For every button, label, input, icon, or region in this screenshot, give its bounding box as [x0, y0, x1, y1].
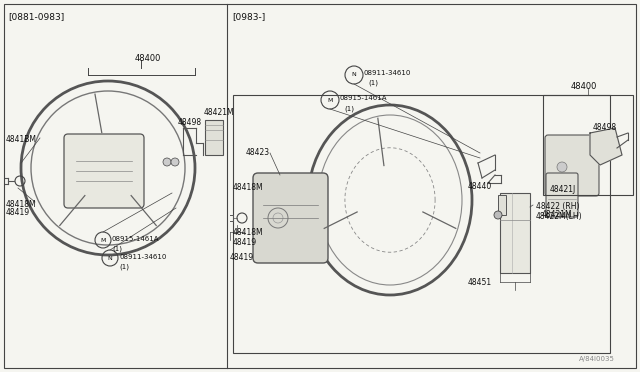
Text: 48440: 48440: [468, 182, 492, 191]
Text: A/84i0035: A/84i0035: [579, 356, 615, 362]
Text: N: N: [108, 256, 113, 260]
Text: 48423: 48423: [246, 148, 270, 157]
Text: 48421J: 48421J: [550, 185, 576, 194]
Text: 48422 (RH): 48422 (RH): [536, 202, 579, 211]
Text: (1): (1): [112, 245, 122, 251]
Text: 48421M: 48421M: [204, 108, 235, 117]
Bar: [543, 95, 633, 195]
Text: 48419: 48419: [233, 238, 257, 247]
Bar: [500, 193, 530, 273]
Text: 48418M: 48418M: [233, 183, 264, 192]
FancyBboxPatch shape: [64, 134, 144, 208]
Text: M: M: [100, 237, 106, 243]
Text: 08915-1461A: 08915-1461A: [340, 95, 387, 101]
Text: 48421M: 48421M: [542, 210, 573, 219]
Text: M: M: [327, 97, 333, 103]
FancyBboxPatch shape: [253, 173, 328, 263]
Text: 48419: 48419: [230, 253, 254, 262]
Text: 48418M: 48418M: [233, 228, 264, 237]
Bar: [233, 95, 610, 353]
Text: N: N: [351, 73, 356, 77]
Text: 48451: 48451: [468, 278, 492, 287]
Circle shape: [557, 175, 567, 185]
Circle shape: [557, 188, 567, 198]
Text: 08911-34610: 08911-34610: [364, 70, 412, 76]
Polygon shape: [590, 128, 622, 165]
Text: (1): (1): [368, 80, 378, 87]
Text: 48418M: 48418M: [6, 200, 36, 209]
Text: 08915-1461A: 08915-1461A: [112, 236, 159, 242]
Circle shape: [163, 158, 171, 166]
Text: (1): (1): [119, 263, 129, 269]
Circle shape: [171, 158, 179, 166]
FancyBboxPatch shape: [546, 173, 578, 217]
Text: [0881-0983]: [0881-0983]: [8, 12, 64, 21]
Text: [0983-]: [0983-]: [232, 12, 265, 21]
Bar: [498, 195, 506, 215]
Text: (1): (1): [344, 105, 354, 112]
Text: 48422M(LH): 48422M(LH): [536, 212, 582, 221]
Circle shape: [494, 211, 502, 219]
FancyBboxPatch shape: [545, 135, 599, 196]
Text: 48498: 48498: [178, 118, 202, 127]
Text: 48498: 48498: [593, 123, 617, 132]
Text: 4841BM: 4841BM: [6, 135, 37, 144]
Text: 08911-34610: 08911-34610: [119, 254, 166, 260]
Text: 48400: 48400: [571, 82, 597, 91]
Circle shape: [557, 162, 567, 172]
Text: 48400: 48400: [135, 54, 161, 63]
Bar: [205, 120, 223, 155]
Text: 48419: 48419: [6, 208, 30, 217]
